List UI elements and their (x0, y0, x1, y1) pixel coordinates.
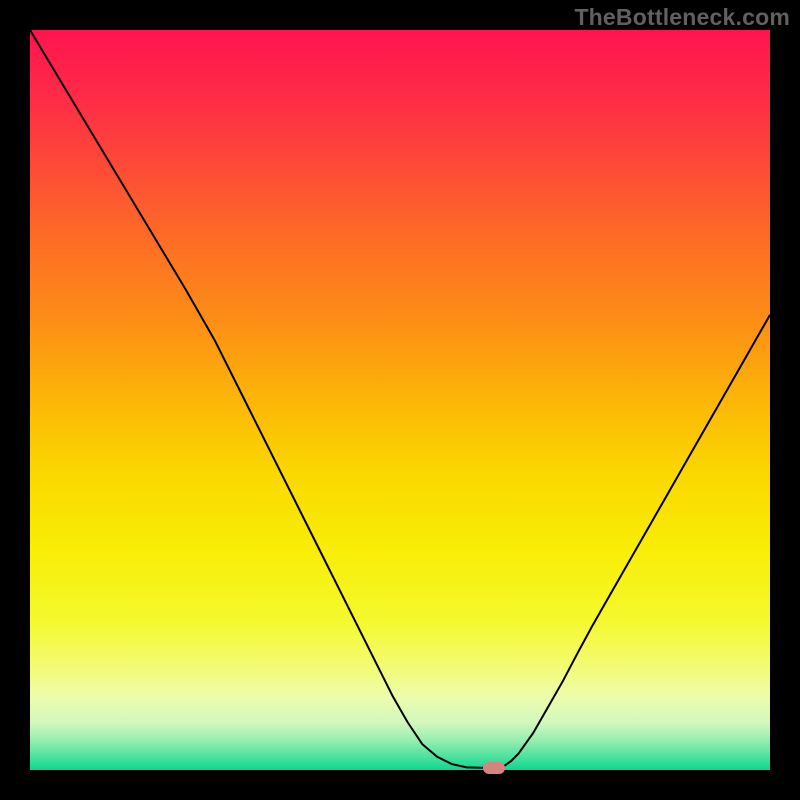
plot-background (30, 30, 770, 770)
bottleneck-chart (30, 30, 770, 770)
chart-frame: TheBottleneck.com (0, 0, 800, 800)
optimal-marker (483, 762, 505, 774)
watermark-text: TheBottleneck.com (574, 4, 790, 31)
